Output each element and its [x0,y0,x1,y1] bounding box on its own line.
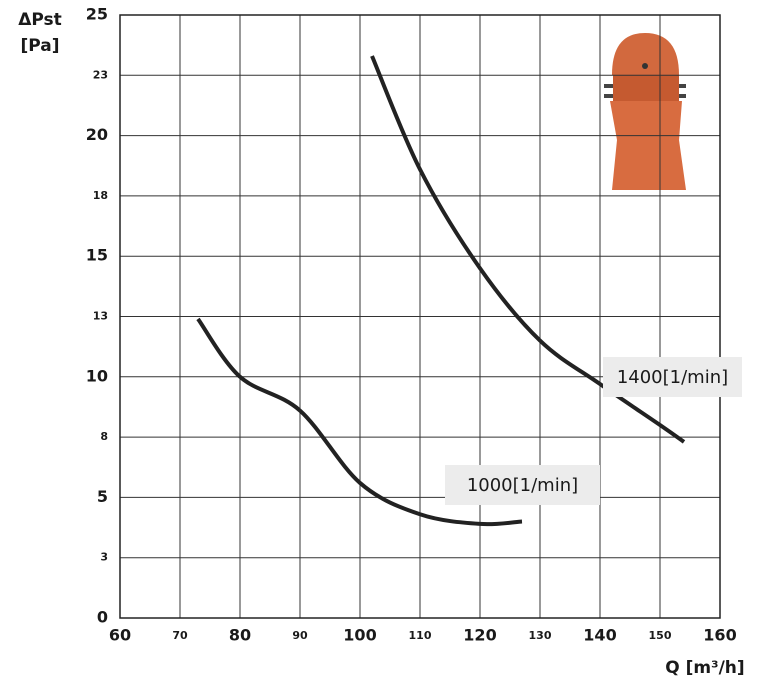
x-tick-label: 150 [649,629,672,642]
series-label-box [603,357,742,397]
x-tick-label: 90 [292,629,308,642]
series-line [196,317,523,527]
x-axis-label: Q [m³/h] [665,658,744,678]
y-tick-label: 15 [86,246,108,265]
series-label-box [445,465,600,505]
series-label: 1400[1/min] [617,367,728,388]
x-tick-label: 110 [409,629,432,642]
y-tick-label: 25 [86,5,108,24]
series-label: 1000[1/min] [467,475,578,496]
plot-frame [119,14,721,619]
x-tick-label: 160 [703,626,736,645]
y-axis-label: ΔPst [18,10,62,30]
y-axis-label: [Pa] [20,36,59,56]
x-tick-label: 60 [109,626,131,645]
y-tick-label: 10 [86,366,108,385]
series-line [370,55,686,444]
y-tick-label: 0 [97,608,108,627]
x-tick-label: 120 [463,626,496,645]
y-tick-label: 8 [100,430,108,443]
y-tick-label: 23 [93,68,108,81]
x-tick-label: 130 [529,629,552,642]
product-image [604,33,686,190]
x-tick-label: 70 [172,629,188,642]
y-tick-label: 13 [93,310,108,323]
y-tick-label: 20 [86,125,108,144]
x-tick-label: 140 [583,626,616,645]
y-tick-label: 5 [97,487,108,506]
y-tick-label: 18 [93,189,108,202]
x-tick-label: 100 [343,626,376,645]
x-tick-label: 80 [229,626,251,645]
y-tick-label: 3 [100,551,108,564]
